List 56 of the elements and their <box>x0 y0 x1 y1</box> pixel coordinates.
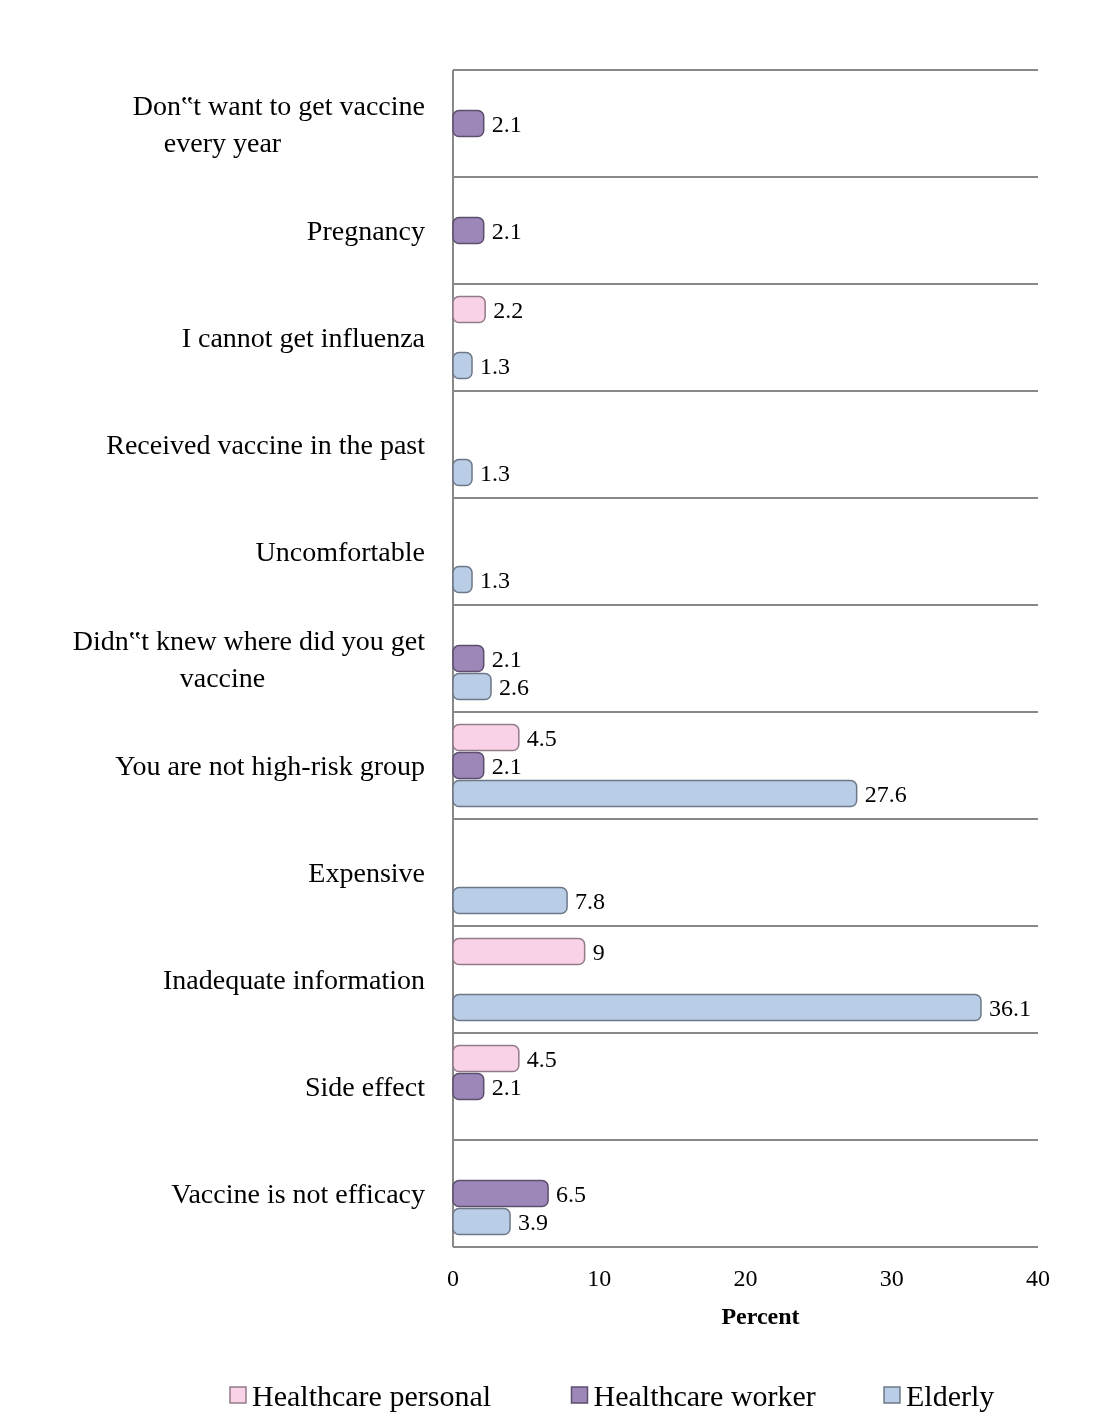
data-label: 27.6 <box>864 780 907 807</box>
data-label: 3.9 <box>518 1208 549 1235</box>
y-tick-label: You are not high-risk group <box>115 749 425 781</box>
y-tick-label: Pregnancy <box>306 214 425 246</box>
bar <box>452 351 473 380</box>
legend-label: Elderly <box>906 1379 995 1412</box>
bar <box>452 723 520 752</box>
bar <box>452 109 485 138</box>
data-label: 2.1 <box>491 1073 522 1100</box>
x-tick-label: 0 <box>447 1265 459 1291</box>
data-label: 2.6 <box>499 673 530 700</box>
y-tick-label: Don‟t want to get vaccine every year <box>132 89 425 158</box>
y-tick-label: Uncomfortable <box>255 535 425 567</box>
y-tick-label: Didn‟t knew where did you get vaccine <box>72 624 426 693</box>
bar <box>452 779 858 808</box>
y-tick-label: Side effect <box>305 1070 426 1102</box>
data-label: 1.3 <box>480 352 511 379</box>
y-tick-label: I cannot get influenza <box>181 321 426 353</box>
bar <box>452 937 586 966</box>
y-tick-label: Expensive <box>308 856 425 888</box>
data-label: 7.8 <box>575 887 606 914</box>
y-tick-label: Inadequate information <box>162 963 425 995</box>
bar <box>452 1072 485 1101</box>
data-label: 2.1 <box>491 217 522 244</box>
data-label: 2.1 <box>491 110 522 137</box>
x-axis-title: Percent <box>721 1303 800 1329</box>
bar <box>452 1044 520 1073</box>
bar <box>452 993 982 1022</box>
bar <box>452 886 568 915</box>
bar <box>452 751 485 780</box>
data-label: 9 <box>592 938 605 965</box>
bar <box>452 295 486 324</box>
bar <box>452 672 492 701</box>
bar <box>452 216 485 245</box>
legend-label: Healthcare worker <box>593 1379 816 1412</box>
data-label: 1.3 <box>480 566 511 593</box>
bar <box>452 565 473 594</box>
data-label: 2.1 <box>491 752 522 779</box>
bar <box>452 644 485 673</box>
x-tick-label: 40 <box>1026 1265 1050 1291</box>
data-label: 2.1 <box>491 645 522 672</box>
data-label: 4.5 <box>526 724 557 751</box>
legend-label: Healthcare personal <box>252 1379 492 1412</box>
data-label: 36.1 <box>988 994 1031 1021</box>
data-label: 6.5 <box>556 1180 587 1207</box>
data-label: 1.3 <box>480 459 511 486</box>
bar <box>452 458 473 487</box>
y-tick-label: Received vaccine in the past <box>106 428 426 460</box>
x-tick-label: 30 <box>879 1265 904 1291</box>
x-tick-label: 10 <box>587 1265 612 1291</box>
data-label: 4.5 <box>526 1045 557 1072</box>
bar <box>452 1207 511 1236</box>
bar <box>452 1179 549 1208</box>
y-tick-label: Vaccine is not efficacy <box>171 1177 425 1209</box>
x-tick-label: 20 <box>733 1265 758 1291</box>
data-label: 2.2 <box>493 296 524 323</box>
